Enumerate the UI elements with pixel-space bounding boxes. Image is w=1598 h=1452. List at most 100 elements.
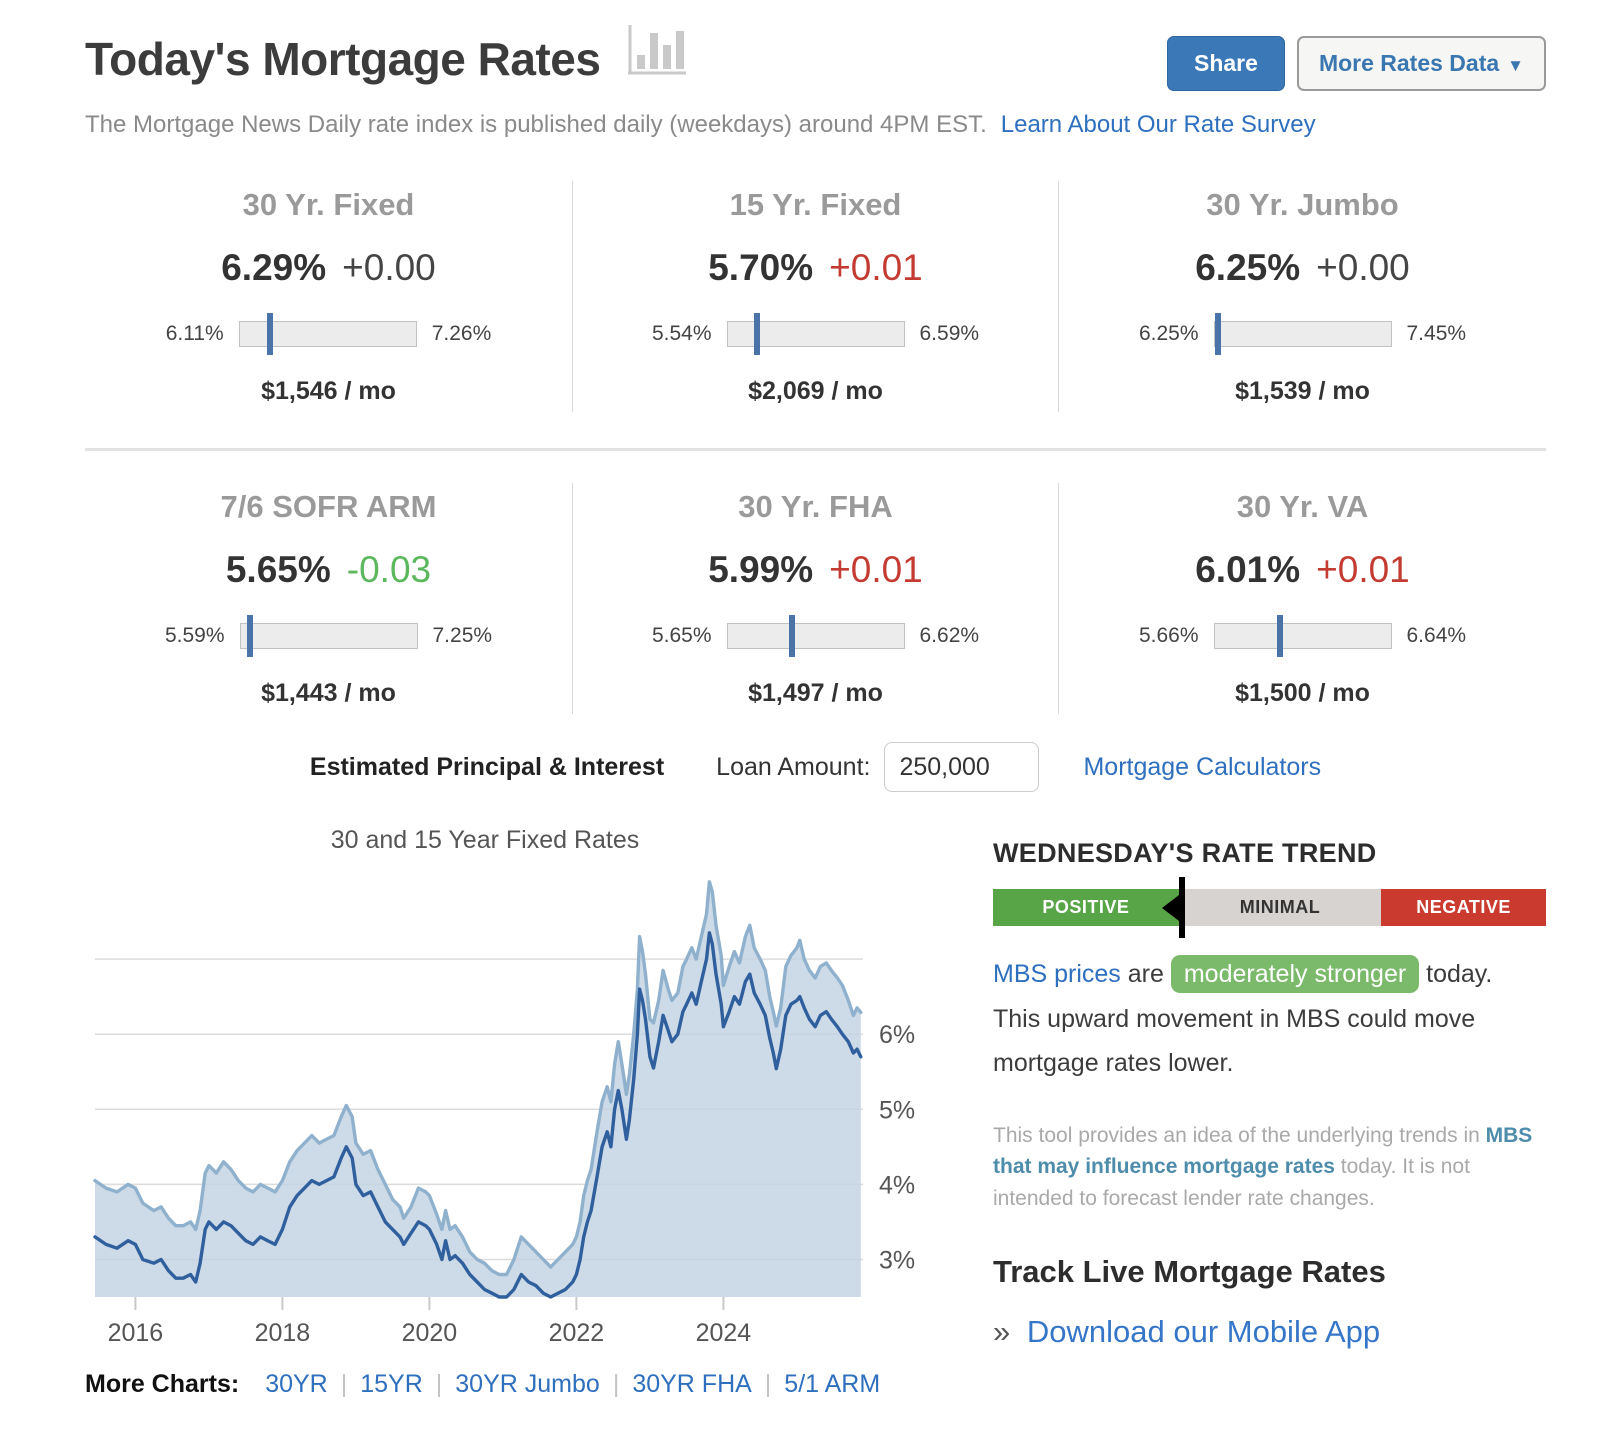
rate-range-slider — [238, 313, 417, 355]
rate-value: 6.25% — [1195, 247, 1301, 288]
rate-value: 5.99% — [708, 549, 814, 590]
rate-range-slider — [726, 615, 905, 657]
rate-marker — [246, 615, 253, 657]
more-charts-link-30yr-fha[interactable]: 30YR FHA — [632, 1370, 752, 1398]
rate-change: +0.00 — [1316, 247, 1410, 288]
rate-trend-panel: WEDNESDAY'S RATE TREND POSITIVE MINIMAL … — [993, 826, 1546, 1362]
monthly-payment: $1,497 / mo — [748, 679, 883, 707]
trend-status-badge: moderately stronger — [1170, 955, 1420, 993]
more-charts-link-15yr[interactable]: 15YR — [360, 1370, 423, 1398]
subtitle-text: The Mortgage News Daily rate index is pu… — [85, 111, 987, 138]
mortgage-calculators-link[interactable]: Mortgage Calculators — [1083, 752, 1322, 781]
rate-card-title: 30 Yr. Jumbo — [1206, 187, 1399, 222]
more-charts-row: More Charts: 30YR | 15YR | 30YR Jumbo | 30YR F… — [85, 1370, 1546, 1399]
estimated-principal-label: Estimated Principal & Interest — [309, 752, 665, 781]
rate-marker — [1277, 615, 1284, 657]
rate-trend-heading: WEDNESDAY'S RATE TREND — [993, 838, 1377, 868]
rate-min-label: 5.65% — [651, 624, 712, 647]
rate-max-label: 6.59% — [919, 322, 980, 345]
bar-chart-icon — [626, 23, 688, 82]
chart-title: 30 and 15 Year Fixed Rates — [330, 826, 640, 854]
rate-value: 6.29% — [221, 247, 327, 288]
summary-text: today. This upward movement in MBS could… — [993, 960, 1493, 1077]
fixed-rates-line-chart: 2016 2018 2020 2022 2024 3% 4% 5% 6% — [93, 880, 915, 1347]
svg-text:2016: 2016 — [108, 1319, 164, 1347]
svg-text:4%: 4% — [879, 1171, 915, 1199]
rate-card-title: 7/6 SOFR ARM — [220, 489, 437, 524]
trend-disclaimer: This tool provides an idea of the underl… — [993, 1120, 1546, 1215]
separator: | — [612, 1370, 620, 1398]
loan-amount-label: Loan Amount: — [716, 752, 871, 781]
rate-card-title: 15 Yr. Fixed — [729, 187, 902, 222]
more-charts-link-5-1-arm[interactable]: 5/1 ARM — [784, 1370, 881, 1398]
rate-range-slider — [726, 313, 905, 355]
rate-value: 5.70% — [708, 247, 814, 288]
mbs-summary-text: MBS prices are moderately stronger today… — [993, 952, 1546, 1086]
disclaimer-text: This tool provides an idea of the underl… — [993, 1123, 1486, 1147]
more-charts-link-30yr[interactable]: 30YR — [265, 1370, 328, 1398]
monthly-payment: $1,443 / mo — [261, 679, 396, 707]
rate-min-label: 6.11% — [165, 322, 224, 345]
rate-change: -0.03 — [346, 549, 432, 590]
rate-range-slider — [1213, 615, 1392, 657]
trend-segment-minimal: MINIMAL — [1178, 889, 1382, 926]
rate-card-title: 30 Yr. FHA — [738, 489, 893, 524]
rates-history-chart-panel: 30 and 15 Year Fixed Rates 2016 2018 2020 2… — [85, 826, 965, 1362]
monthly-payment: $2,069 / mo — [748, 377, 883, 405]
separator: | — [340, 1370, 348, 1398]
disclaimer-text: today. It is not intended to forecast le… — [993, 1155, 1470, 1210]
rate-card-30yr-fixed: 30 Yr. Fixed 6.29% +0.00 6.11% 7.26% $1,54… — [85, 181, 572, 412]
svg-text:3%: 3% — [879, 1247, 915, 1275]
rate-survey-link[interactable]: Learn About Our Rate Survey — [1000, 111, 1316, 138]
rate-card-15yr-fixed: 15 Yr. Fixed 5.70% +0.01 5.54% 6.59% $2,06… — [572, 181, 1059, 412]
rate-change: +0.00 — [342, 247, 436, 288]
rate-trend-gauge: POSITIVE MINIMAL NEGATIVE — [993, 877, 1546, 938]
rate-min-label: 6.25% — [1138, 322, 1199, 345]
more-rates-data-label: More Rates Data — [1318, 50, 1500, 76]
double-chevron-icon: » — [993, 1314, 1019, 1349]
left-arrow-icon — [1161, 894, 1179, 921]
monthly-payment: $1,500 / mo — [1235, 679, 1370, 707]
share-button[interactable]: Share — [1167, 36, 1285, 91]
download-app-row: » Download our Mobile App — [993, 1314, 1546, 1350]
chevron-down-icon: ▼ — [1507, 56, 1524, 75]
rate-marker — [267, 313, 274, 355]
summary-text: are — [1120, 960, 1171, 988]
mbs-influence-link[interactable]: MBS that may influence mortgage rates — [993, 1123, 1533, 1179]
svg-text:2018: 2018 — [255, 1319, 311, 1347]
download-mobile-app-link[interactable]: Download our Mobile App — [1026, 1314, 1381, 1349]
monthly-payment: $1,539 / mo — [1235, 377, 1370, 405]
more-charts-label: More Charts: — [85, 1370, 240, 1398]
page-header: Today's Mortgage Rates Share More Rates … — [85, 22, 1546, 91]
rate-marker — [1215, 313, 1222, 355]
rate-range-slider — [239, 615, 418, 657]
trend-marker-needle — [1161, 877, 1185, 938]
rate-max-label: 6.64% — [1406, 624, 1467, 647]
rate-min-label: 5.59% — [164, 624, 225, 647]
rate-value: 5.65% — [225, 549, 331, 590]
svg-text:2022: 2022 — [549, 1319, 605, 1347]
svg-text:5%: 5% — [879, 1096, 915, 1124]
svg-text:2020: 2020 — [402, 1319, 458, 1347]
separator: | — [764, 1370, 772, 1398]
rate-marker — [789, 615, 796, 657]
more-rates-data-button[interactable]: More Rates Data ▼ — [1296, 36, 1546, 91]
svg-text:2024: 2024 — [696, 1319, 752, 1347]
more-charts-links: 30YR | 15YR | 30YR Jumbo | 30YR FHA | 5/1 ARM — [265, 1370, 880, 1399]
payment-estimator-row: Estimated Principal & Interest Loan Amou… — [85, 742, 1546, 792]
svg-text:6%: 6% — [879, 1021, 915, 1049]
rate-min-label: 5.54% — [651, 322, 712, 345]
page-title: Today's Mortgage Rates — [85, 33, 601, 85]
rate-card-30yr-fha: 30 Yr. FHA 5.99% +0.01 5.65% 6.62% $1,497 … — [572, 483, 1059, 714]
loan-amount-input[interactable] — [884, 742, 1040, 792]
trend-segment-negative: NEGATIVE — [1381, 889, 1546, 926]
trend-segment-positive: POSITIVE — [993, 889, 1179, 926]
rate-min-label: 5.66% — [1138, 624, 1199, 647]
rate-max-label: 7.26% — [431, 322, 492, 345]
rate-value: 6.01% — [1195, 549, 1301, 590]
mbs-prices-link[interactable]: MBS prices — [993, 960, 1121, 988]
rate-card-30yr-va: 30 Yr. VA 6.01% +0.01 5.66% 6.64% $1,500 /… — [1059, 483, 1546, 714]
rate-change: +0.01 — [1316, 549, 1410, 590]
more-charts-link-30yr-jumbo[interactable]: 30YR Jumbo — [455, 1370, 600, 1398]
